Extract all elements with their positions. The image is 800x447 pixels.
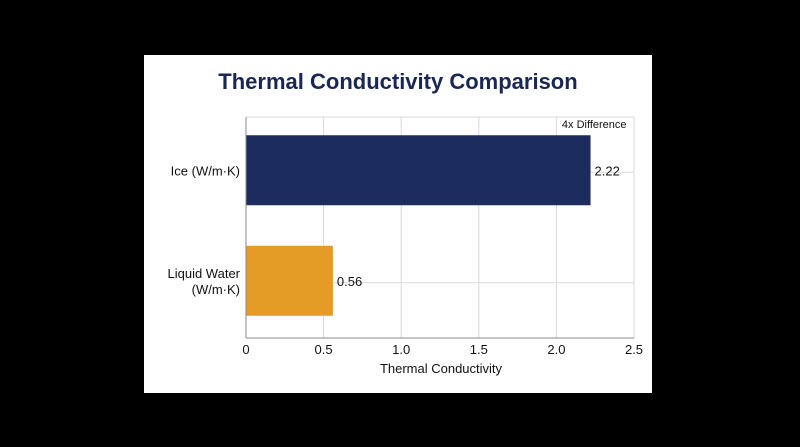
chart-title: Thermal Conductivity Comparison [218, 69, 577, 94]
annotation-label: 4x Difference [562, 119, 627, 131]
x-tick-label: 1.0 [392, 342, 410, 357]
x-tick-label: 0 [242, 342, 249, 357]
category-label-line: Liquid Water [168, 266, 241, 281]
x-tick-label: 2.0 [547, 342, 565, 357]
bars: 2.22 0.56 [246, 135, 620, 316]
x-tick-label: 1.5 [470, 342, 488, 357]
category-label: Ice (W/m·K) [171, 163, 240, 178]
bar-ice [246, 135, 591, 206]
x-tick-label: 2.5 [625, 342, 643, 357]
data-label: 2.22 [595, 163, 620, 178]
category-label-line: (W/m·K) [192, 282, 240, 297]
chart-card: Thermal Conductivity Comparison 2.22 0.56… [144, 55, 652, 393]
thermal-conductivity-chart: Thermal Conductivity Comparison 2.22 0.56… [168, 69, 644, 376]
category-label-line: Ice (W/m·K) [171, 163, 240, 178]
data-label: 0.56 [337, 274, 362, 289]
x-tick-label: 0.5 [315, 342, 333, 357]
category-label: Liquid Water (W/m·K) [168, 266, 241, 297]
x-axis-label: Thermal Conductivity [380, 361, 503, 376]
bar-liquid-water [246, 245, 333, 316]
axes: 0 0.5 1.0 1.5 2.0 2.5 Ice (W/m·K) Liquid Water(… [168, 117, 643, 357]
